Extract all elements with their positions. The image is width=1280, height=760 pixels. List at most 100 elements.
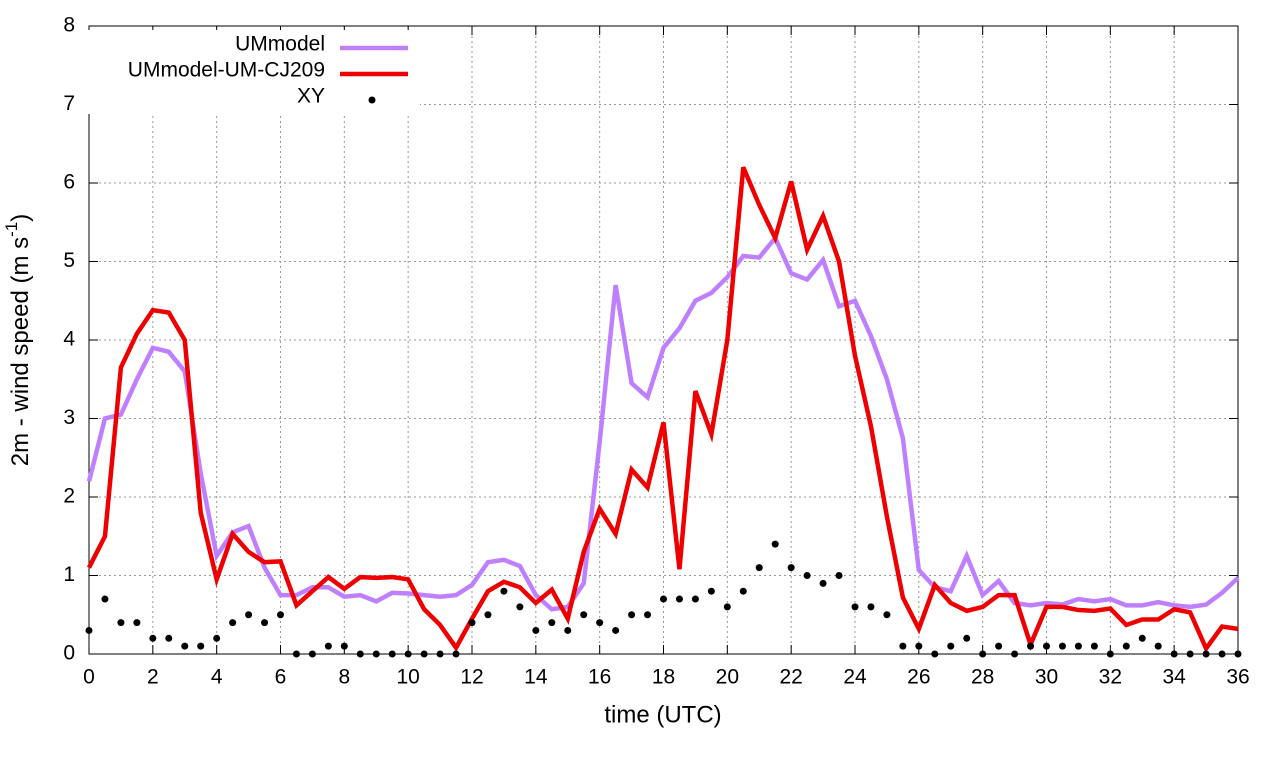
data-point — [675, 595, 683, 603]
data-point — [85, 626, 93, 634]
data-point — [1122, 642, 1130, 650]
data-point — [739, 587, 747, 595]
data-point — [404, 650, 412, 658]
data-point — [372, 650, 380, 658]
x-tick-label: 26 — [907, 666, 930, 689]
data-point — [644, 611, 652, 619]
data-point — [691, 595, 699, 603]
data-point — [851, 603, 859, 611]
x-tick-label: 6 — [275, 666, 287, 689]
x-tick-label: 2 — [147, 666, 159, 689]
x-tick-label: 16 — [588, 666, 611, 689]
data-point — [883, 611, 891, 619]
data-point — [1011, 650, 1019, 658]
data-point — [197, 642, 205, 650]
y-tick-label: 3 — [63, 406, 75, 429]
x-tick-label: 14 — [524, 666, 548, 689]
data-point — [867, 603, 875, 611]
data-point — [803, 572, 811, 579]
data-point — [628, 611, 636, 619]
data-point — [819, 579, 827, 587]
x-tick-label: 12 — [460, 666, 483, 689]
data-point — [245, 611, 253, 619]
data-point — [1090, 642, 1098, 650]
data-point — [308, 650, 316, 658]
data-point — [931, 650, 939, 658]
data-point — [564, 626, 572, 634]
x-tick-label: 8 — [338, 666, 350, 689]
x-tick-label: 4 — [211, 666, 223, 689]
data-point — [532, 626, 540, 634]
data-point — [1138, 634, 1146, 642]
data-point — [213, 634, 221, 642]
data-point — [117, 619, 125, 627]
x-tick-label: 22 — [779, 666, 802, 689]
x-tick-label: 18 — [652, 666, 675, 689]
data-point — [324, 642, 332, 650]
legend-label: UMmodel-UM-CJ209 — [128, 59, 325, 82]
data-point — [1058, 642, 1066, 650]
data-point — [229, 619, 237, 627]
data-point — [516, 603, 524, 611]
data-point — [1186, 650, 1194, 658]
x-tick-label: 28 — [971, 666, 994, 689]
data-point — [963, 634, 971, 642]
data-point — [1218, 650, 1226, 658]
data-point — [723, 603, 731, 611]
data-point — [1234, 650, 1242, 658]
data-point — [1170, 650, 1178, 658]
data-point — [787, 564, 795, 572]
y-tick-label: 5 — [63, 249, 75, 272]
y-tick-label: 4 — [63, 328, 75, 351]
legend-label: XY — [297, 85, 325, 108]
data-point — [149, 634, 157, 642]
data-point — [468, 619, 476, 627]
data-point — [596, 619, 604, 627]
data-point — [660, 595, 667, 603]
data-point — [1106, 650, 1114, 658]
data-point — [1202, 650, 1210, 658]
y-tick-label: 6 — [63, 171, 75, 194]
data-point — [181, 642, 189, 650]
x-tick-label: 24 — [843, 666, 867, 689]
y-tick-label: 0 — [63, 642, 75, 665]
y-axis-label-text: 2m - wind speed (m s — [7, 237, 34, 466]
legend-swatch — [368, 96, 376, 104]
data-point — [755, 564, 763, 572]
data-point — [915, 642, 923, 650]
data-point — [420, 650, 428, 658]
x-tick-label: 34 — [1162, 666, 1186, 689]
data-point — [1027, 642, 1035, 650]
data-point — [292, 650, 300, 658]
data-point — [101, 595, 109, 603]
data-point — [548, 619, 556, 627]
data-line — [86, 233, 1240, 612]
data-point — [436, 650, 444, 658]
data-point — [612, 626, 620, 634]
data-point — [1043, 642, 1050, 650]
data-point — [1074, 642, 1082, 650]
data-point — [707, 587, 715, 595]
data-point — [277, 611, 284, 619]
plot-border — [88, 25, 1239, 655]
x-tick-label: 36 — [1226, 666, 1249, 689]
y-tick-label: 8 — [63, 14, 75, 37]
y-axis-label-exponent: -1 — [2, 222, 21, 237]
data-point — [995, 642, 1003, 650]
data-point — [979, 650, 987, 658]
data-point — [356, 650, 364, 658]
data-point — [340, 642, 348, 650]
x-axis-label: time (UTC) — [604, 701, 721, 728]
data-point — [771, 540, 779, 548]
data-point — [261, 619, 269, 627]
data-line — [86, 166, 1239, 653]
data-point — [899, 642, 907, 650]
data-point — [133, 619, 141, 627]
data-point — [835, 572, 843, 579]
y-axis-label: 2m - wind speed (m s-1) — [2, 214, 34, 467]
data-point — [165, 634, 173, 642]
x-tick-label: 10 — [396, 666, 419, 689]
data-point — [388, 650, 396, 658]
